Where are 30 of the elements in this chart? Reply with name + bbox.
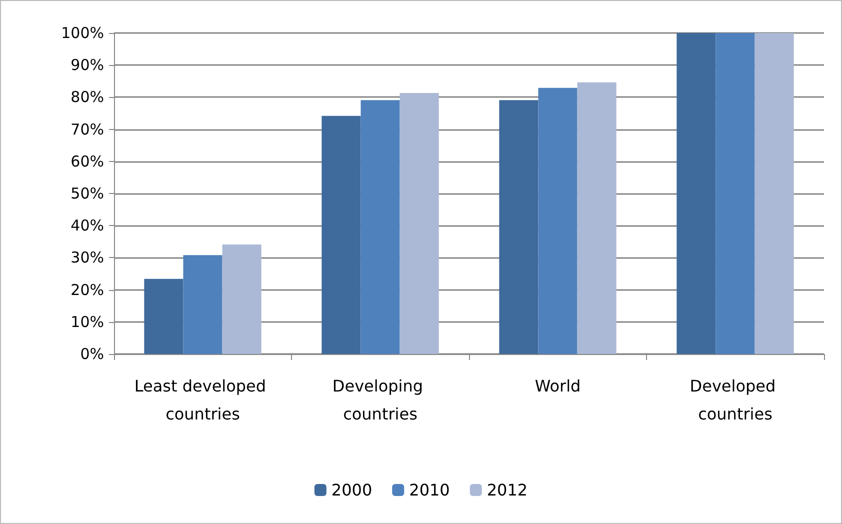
bar <box>676 33 716 354</box>
bar <box>183 255 222 354</box>
y-tick-label: 60% <box>70 152 104 170</box>
legend-label: 2010 <box>409 480 450 500</box>
x-tick-label: World <box>534 376 581 396</box>
x-tick-label: Least developed countries <box>134 376 272 424</box>
y-tick-label: 100% <box>61 24 104 42</box>
y-tick-label: 10% <box>70 312 104 331</box>
y-tick-label: 90% <box>70 56 104 74</box>
legend-label: 2000 <box>331 480 372 500</box>
bar <box>577 82 616 354</box>
y-tick-label: 80% <box>70 88 104 106</box>
bar <box>499 100 538 354</box>
y-tick-label: 50% <box>70 184 104 202</box>
y-tick-label: 0% <box>80 345 104 363</box>
legend-label: 2012 <box>486 480 528 500</box>
bar <box>716 33 755 354</box>
bar <box>360 100 400 354</box>
x-tick-label: Developed countries <box>690 376 781 424</box>
bar <box>538 88 578 354</box>
bar <box>754 33 794 354</box>
bar <box>222 244 262 354</box>
y-tick-label: 30% <box>70 248 104 267</box>
bar <box>400 93 439 354</box>
y-tick-label: 40% <box>70 216 104 235</box>
y-tick-label: 70% <box>70 120 104 138</box>
bar <box>322 116 361 354</box>
x-tick-label: Developing countries <box>332 376 428 424</box>
y-tick-label: 20% <box>70 280 104 299</box>
bar <box>144 278 184 354</box>
